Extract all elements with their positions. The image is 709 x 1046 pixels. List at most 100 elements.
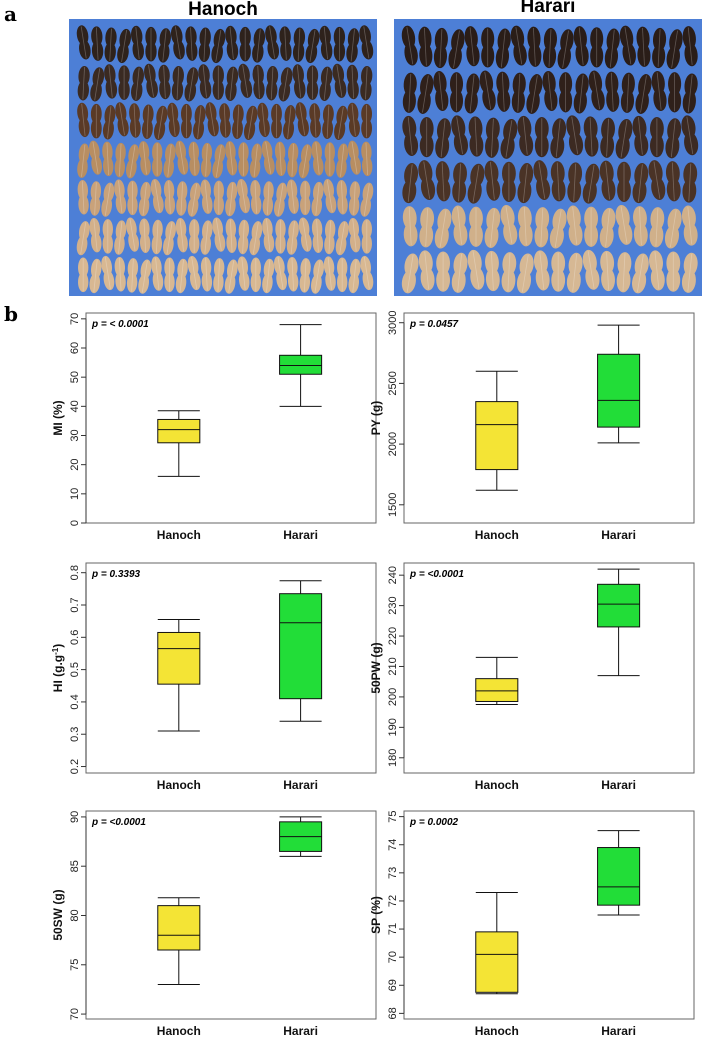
- peanut-pod: [279, 26, 292, 61]
- peanut-pod: [348, 140, 361, 175]
- peanut-pod: [212, 144, 226, 179]
- boxplot-50pw-svg: 180 190 200 210 220 230 240 50PW (g) p = <0.0001…: [369, 562, 695, 792]
- peanut-pod: [91, 26, 104, 61]
- peanut-pod: [435, 118, 451, 159]
- y-tick-label: 210: [387, 657, 399, 675]
- box-hanoch: [157, 897, 201, 985]
- peanut-pod: [114, 142, 126, 178]
- y-tick-label: 0.4: [69, 694, 81, 709]
- peanut-pod: [334, 105, 348, 140]
- peanut-pod: [648, 160, 666, 201]
- peanut-pod: [324, 219, 336, 255]
- peanut-pod: [361, 219, 372, 254]
- peanut-pod: [419, 207, 435, 248]
- y-tick-label: 200: [387, 688, 399, 706]
- peanut-pod: [337, 257, 348, 293]
- peanut-pod: [115, 102, 129, 137]
- y-tick-label: 90: [69, 811, 81, 823]
- peanut-pod: [323, 179, 337, 214]
- peanut-pod: [481, 27, 495, 68]
- peanut-pod: [517, 115, 534, 156]
- peanut-pod: [250, 180, 262, 215]
- iqr-box: [475, 401, 519, 471]
- peanut-pod: [171, 65, 184, 101]
- category-label: Harari: [601, 1024, 636, 1038]
- peanut-pod: [319, 66, 333, 101]
- peanut-pod: [567, 162, 583, 203]
- category-label: Harari: [601, 528, 636, 542]
- peanut-pod: [511, 72, 526, 113]
- peanut-pod: [154, 105, 168, 140]
- peanut-pod: [636, 26, 651, 67]
- y-tick-label: 75: [387, 810, 399, 822]
- peanut-pod: [467, 163, 485, 204]
- peanut-pod: [193, 105, 206, 140]
- peanut-pod: [77, 65, 90, 101]
- peanut-pod: [360, 255, 374, 291]
- peanut-pod: [434, 208, 452, 249]
- peanut-pod: [582, 163, 600, 204]
- peanut-pod: [335, 221, 349, 256]
- peanut-pod: [517, 206, 533, 247]
- peanut-pod: [200, 220, 213, 255]
- peanut-pod: [237, 219, 250, 255]
- y-axis-label-main: PY (g): [369, 401, 383, 435]
- y-tick-label: 60: [69, 342, 81, 354]
- peanut-pod: [401, 25, 418, 66]
- category-label: Hanoch: [475, 778, 519, 792]
- peanut-pod: [604, 28, 620, 69]
- peanut-pod: [224, 259, 238, 294]
- peanut-pod: [238, 63, 253, 98]
- peanut-pod: [163, 143, 176, 178]
- y-axis-label-tail: ): [51, 644, 65, 648]
- peanut-pod: [495, 28, 511, 69]
- boxplot-50sw-svg: 70 75 80 85 90 50SW (g) p = <0.0001 Hanoch Harar…: [51, 810, 377, 1038]
- peanut-pod: [306, 65, 319, 100]
- peanut-pod: [417, 74, 434, 114]
- peanut-pod: [187, 182, 201, 217]
- peanut-pod: [573, 26, 589, 67]
- peanut-pod: [652, 27, 667, 69]
- peanut-pod: [309, 103, 321, 138]
- peanut-pod: [664, 208, 682, 249]
- peanut-pod: [332, 63, 347, 98]
- peanut-pod: [180, 103, 192, 139]
- peanut-pod: [433, 70, 449, 112]
- y-tick-label: 0.3: [69, 727, 81, 742]
- peanut-pod: [114, 220, 127, 255]
- peanut-pod: [298, 217, 312, 252]
- y-tick-label: 2000: [387, 432, 399, 456]
- category-label: Hanoch: [475, 1024, 519, 1038]
- peanut-pod: [102, 105, 116, 140]
- peanut-pod: [239, 26, 251, 62]
- y-axis-label: MI (%): [51, 400, 65, 435]
- peanut-pod: [167, 102, 180, 138]
- peanut-pod: [451, 205, 468, 246]
- y-tick-label: 80: [69, 909, 81, 921]
- y-tick-label: 85: [69, 860, 81, 872]
- peanut-pod: [274, 141, 287, 177]
- peanut-pod: [542, 27, 558, 69]
- peanut-pod: [104, 27, 117, 63]
- peanut-pod: [573, 73, 589, 114]
- peanut-pod: [283, 105, 296, 140]
- iqr-box: [597, 847, 641, 906]
- peanut-pod: [550, 118, 567, 159]
- peanut-pod: [682, 73, 698, 114]
- peanut-pod: [200, 179, 213, 214]
- box-harari: [597, 568, 641, 677]
- peanut-pod: [479, 70, 496, 111]
- peanut-pod: [681, 205, 698, 246]
- peanut-pod: [668, 72, 682, 113]
- peanut-pod: [129, 103, 141, 138]
- peanut-pod: [550, 161, 566, 202]
- peanut-photo-harari: [394, 19, 702, 296]
- peanut-pod: [633, 206, 648, 247]
- boxplot-mi-svg: 0 10 20 30 40 50 60 70 MI (%) p = < 0.0001 Hanoch H…: [51, 312, 377, 542]
- y-tick-label: 71: [387, 923, 399, 935]
- peanut-pod: [435, 161, 451, 202]
- peanut-pod: [126, 217, 139, 252]
- peanut-pod: [101, 182, 115, 217]
- peanut-pod: [244, 105, 258, 140]
- peanut-pod: [271, 103, 282, 139]
